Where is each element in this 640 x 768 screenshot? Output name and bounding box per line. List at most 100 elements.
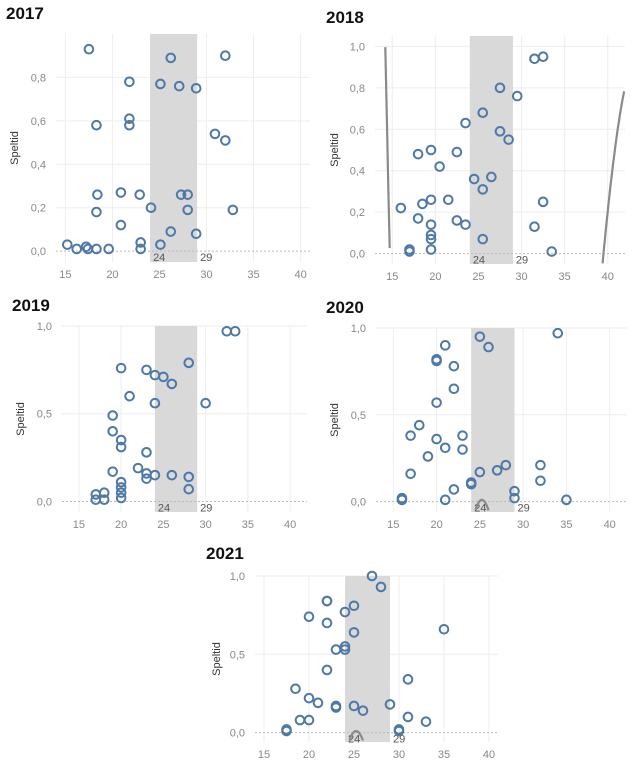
data-point [448,484,460,495]
band-label: 29 [200,252,212,264]
data-point [166,378,178,390]
y-tick-label: 0,0 [351,497,366,509]
data-point [375,581,387,593]
band-label: 24 [473,255,485,267]
data-point [107,425,118,437]
x-tick-label: 40 [483,749,495,761]
chart-title: 2020 [326,298,364,317]
data-point [303,692,315,704]
band-label: 29 [516,255,528,267]
y-tick-label: 0,6 [31,116,46,128]
data-point [141,364,152,376]
data-point [149,397,161,409]
data-point [330,644,342,655]
data-point [98,487,110,498]
data-point [425,229,437,241]
data-point [115,219,127,231]
band-label: 29 [200,502,212,514]
x-tick-label: 30 [515,271,527,283]
data-point [303,714,315,726]
data-point [500,459,512,471]
data-point [396,494,408,506]
highlight-band [154,326,198,512]
data-point [468,173,480,185]
highlight-band [471,328,515,512]
y-tick-label: 0,0 [230,728,245,740]
scatter-plot: 24 29 15 20 25 30 35 40 0,0 0,2 0,4 0,6 0,8 1,0 Spelti… [329,36,626,283]
data-point [155,78,166,90]
data-point [439,494,451,506]
x-tick-label: 40 [604,519,616,531]
data-point [115,441,127,453]
data-point [98,494,110,506]
x-tick-label: 35 [247,269,259,281]
x-tick-label: 30 [517,519,529,531]
y-tick-label: 0,0 [350,249,365,261]
x-tick-label: 30 [200,269,212,281]
x-tick-label: 20 [303,749,315,761]
data-point [451,146,463,158]
data-point [124,76,135,88]
data-point [442,194,454,206]
chart-panel-2021: 2021 24 29 15 20 25 30 35 40 0,0 0,5 1,0 Speltid [200,540,500,768]
data-point [457,444,468,455]
data-point [281,725,292,737]
data-point [529,53,540,65]
x-tick-label: 15 [73,519,85,531]
data-point [321,595,333,607]
data-point [115,434,127,446]
data-point [425,219,437,230]
data-point [134,189,146,200]
highlight-band [345,576,390,742]
y-tick-label: 1,0 [37,321,52,333]
data-point [552,327,564,339]
chart-title: 2019 [12,296,50,315]
trend-line [474,498,490,511]
data-point [431,397,442,408]
x-tick-label: 25 [472,271,484,283]
data-point [339,641,351,652]
x-tick-label: 20 [430,519,442,531]
data-point [348,600,360,612]
y-tick-label: 0,8 [350,83,365,95]
data-point [132,462,144,474]
data-point [124,119,135,131]
data-point [546,246,558,257]
data-point [321,664,333,676]
data-point [107,410,118,421]
data-point [115,482,127,493]
chart-title: 2017 [6,4,44,23]
x-tick-label: 40 [284,519,296,531]
data-point [417,198,428,210]
data-point [438,623,450,635]
data-point [535,475,546,487]
data-point [183,471,195,483]
chart-panel-2017: 2017 24 29 15 20 25 30 35 40 0,0 0,2 0,4 0,6 0,8 Spel… [0,0,320,290]
data-point [175,189,187,200]
data-point [393,725,405,737]
data-point [535,459,546,471]
data-point [448,360,460,372]
data-point [221,325,233,337]
data-point [92,189,103,200]
data-point [290,683,301,695]
y-tick-label: 0,5 [351,410,366,422]
data-point [312,697,324,709]
data-point [511,90,523,102]
data-point [91,206,102,218]
x-tick-label: 40 [602,271,614,283]
data-point [61,239,73,250]
data-point [182,204,194,216]
data-point [529,221,540,232]
data-point [460,219,471,230]
y-tick-label: 0,2 [350,207,365,219]
data-point [460,117,471,129]
band-label: 24 [153,252,165,264]
x-tick-label: 15 [258,749,270,761]
data-point [124,113,135,124]
data-point [141,447,152,458]
data-point [439,442,451,454]
